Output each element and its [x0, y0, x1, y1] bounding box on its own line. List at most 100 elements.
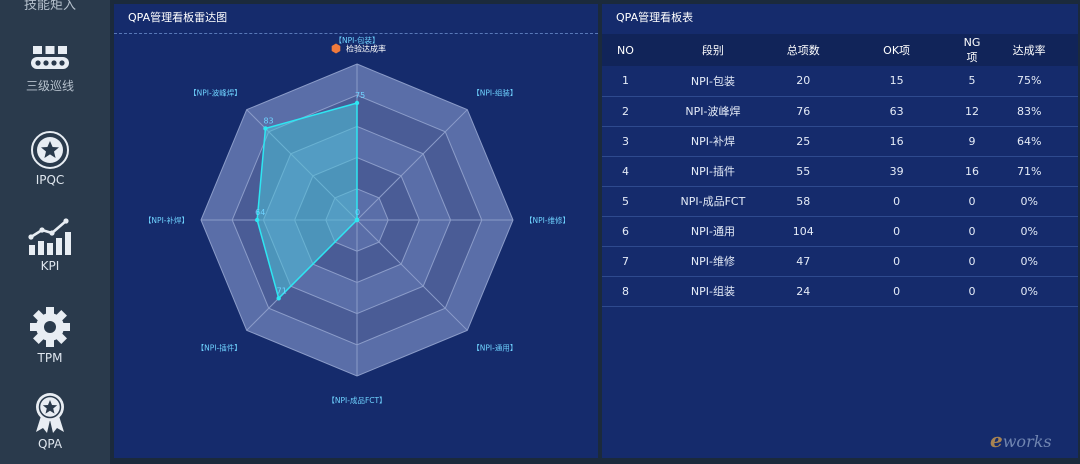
- sidebar-item-label: IPQC: [35, 173, 65, 187]
- radar-axis-label: 【NPI-通用】: [472, 342, 517, 352]
- cell-ng: 5: [968, 74, 976, 88]
- radar-point[interactable]: [254, 217, 260, 223]
- cell-segment: NPI-包装: [690, 74, 735, 88]
- sidebar-item-label: 技能矩入: [23, 0, 76, 13]
- cell-segment: NPI-补焊: [690, 135, 735, 148]
- radar-axis-label: 【NPI-插件】: [197, 342, 242, 352]
- award-star-icon: [36, 393, 64, 433]
- column-header-rate[interactable]: 达成率: [1012, 44, 1046, 57]
- radar-data-label: 75: [355, 91, 365, 100]
- sidebar-item-kpi[interactable]: KPI: [0, 218, 100, 273]
- cell-no: 5: [621, 194, 629, 208]
- cell-rate: 0%: [1020, 284, 1038, 298]
- radar-axis-label: 【NPI-成品FCT】: [327, 395, 386, 405]
- logo-rest: works: [1002, 432, 1052, 451]
- cell-segment: NPI-通用: [690, 225, 735, 238]
- table-panel-title: QPA管理看板表: [616, 11, 694, 24]
- cell-total: 20: [796, 74, 811, 88]
- cell-total: 55: [796, 164, 811, 178]
- radar-series: 75 0 71 64 83: [254, 91, 365, 301]
- table-panel: QPA管理看板表 NO 段别 总项数 OK项 NG项 达成率 1 NPI-包装 20…: [602, 4, 1078, 458]
- cell-segment: NPI-成品FCT: [680, 195, 746, 208]
- sidebar-item-skill[interactable]: 技能矩入: [0, 0, 100, 13]
- cell-rate: 75%: [1016, 74, 1042, 88]
- cell-no: 6: [621, 224, 629, 238]
- cell-segment: NPI-插件: [690, 165, 735, 178]
- radar-data-label: 64: [255, 208, 265, 217]
- cell-no: 4: [621, 164, 629, 178]
- radar-data-label: 71: [277, 286, 287, 295]
- radar-axis-label: 【NPI-包装】: [334, 35, 379, 45]
- conveyor-belt-icon: [31, 46, 69, 69]
- radar-point[interactable]: [276, 296, 281, 301]
- radar-panel-title: QPA管理看板雷达图: [114, 4, 598, 34]
- cell-total: 24: [796, 284, 811, 298]
- sidebar-item-label: QPA: [37, 437, 63, 451]
- table-row[interactable]: 8 NPI-组装 24 0 0 0%: [602, 276, 1078, 306]
- cell-rate: 0%: [1020, 194, 1038, 208]
- cell-segment: NPI-波峰焊: [685, 105, 741, 118]
- cell-total: 25: [796, 134, 811, 148]
- sidebar-item-ipqc[interactable]: IPQC: [0, 130, 100, 187]
- cell-ng: 0: [968, 194, 976, 208]
- cell-no: 2: [621, 104, 629, 118]
- cell-ok: 16: [889, 134, 904, 148]
- radar-point[interactable]: [354, 100, 360, 106]
- table-row[interactable]: 6 NPI-通用 104 0 0 0%: [602, 216, 1078, 246]
- table-row[interactable]: 1 NPI-包装 20 15 5 75%: [602, 66, 1078, 96]
- cell-rate: 71%: [1016, 164, 1042, 178]
- cell-ng: 0: [968, 284, 976, 298]
- sidebar-item-tpm[interactable]: TPM: [0, 306, 100, 365]
- column-header-total[interactable]: 总项数: [786, 44, 820, 57]
- radar-axis-labels: 【NPI-包装】【NPI-组装】【NPI-维修】【NPI-通用】【NPI-成品F…: [144, 35, 570, 405]
- table-row[interactable]: 3 NPI-补焊 25 16 9 64%: [602, 126, 1078, 156]
- column-header-ok[interactable]: OK项: [883, 44, 911, 57]
- sidebar-item-label: TPM: [37, 351, 63, 365]
- radar-point[interactable]: [263, 126, 268, 131]
- cell-ng: 0: [968, 224, 976, 238]
- table-row[interactable]: 7 NPI-维修 47 0 0 0%: [602, 246, 1078, 276]
- cell-rate: 83%: [1016, 104, 1042, 118]
- cell-ng: 9: [968, 134, 976, 148]
- table-row[interactable]: 5 NPI-成品FCT 58 0 0 0%: [602, 186, 1078, 216]
- cell-no: 8: [621, 284, 629, 298]
- cell-total: 47: [796, 254, 811, 268]
- radar-series-area[interactable]: [256, 102, 358, 300]
- cell-rate: 0%: [1020, 224, 1038, 238]
- radar-axis-label: 【NPI-维修】: [525, 215, 570, 225]
- table-row[interactable]: 2 NPI-波峰焊 76 63 12 83%: [602, 96, 1078, 126]
- legend-swatch-icon: [331, 43, 341, 54]
- radar-point[interactable]: [354, 217, 360, 223]
- cell-no: 3: [621, 134, 629, 148]
- radar-axis-label: 【NPI-补焊】: [144, 215, 189, 225]
- radar-data-label: 83: [263, 116, 273, 125]
- radar-data-label: 0: [355, 208, 360, 217]
- radar-panel: QPA管理看板雷达图 75 0 71 64 83 【NPI-包装】 【NPI-组装】 【NP…: [114, 4, 598, 458]
- radar-spoke: [356, 109, 468, 221]
- radar-chart: 75 0 71 64 83 【NPI-包装】【NPI-组装】【NPI-维修】【NPI-通…: [144, 35, 570, 405]
- column-header-no[interactable]: NO: [617, 43, 634, 57]
- sidebar-item-label: KPI: [40, 259, 60, 273]
- sidebar-item-inspection-line[interactable]: 三级巡线: [0, 44, 100, 94]
- watermark-logo: eworks: [990, 428, 1052, 452]
- radar-axis-label: 【NPI-组装】: [472, 88, 517, 98]
- table-header-row: NO 段别 总项数 OK项 NG项 达成率: [602, 34, 1078, 66]
- sidebar: 技能矩入 三级巡线 IPQC: [0, 0, 110, 464]
- chart-legend[interactable]: 检验达成率: [331, 43, 386, 54]
- table-row[interactable]: 4 NPI-插件 55 39 16 71%: [602, 156, 1078, 186]
- cell-ok: 15: [889, 74, 904, 88]
- star-circle-icon: [31, 131, 69, 169]
- cell-rate: 64%: [1016, 134, 1042, 148]
- sidebar-item-qpa[interactable]: QPA: [0, 392, 100, 451]
- column-header-segment[interactable]: 段别: [701, 44, 724, 57]
- cell-total: 104: [792, 224, 814, 238]
- cell-segment: NPI-组装: [690, 285, 735, 298]
- column-header-ng[interactable]: NG项: [963, 35, 981, 64]
- legend-label: 检验达成率: [346, 44, 386, 54]
- bar-trend-icon: [28, 218, 71, 255]
- cell-ok: 0: [893, 224, 901, 238]
- cell-ok: 0: [893, 284, 901, 298]
- cell-ok: 0: [893, 254, 901, 268]
- cell-no: 1: [621, 74, 629, 88]
- cell-ng: 12: [964, 104, 979, 118]
